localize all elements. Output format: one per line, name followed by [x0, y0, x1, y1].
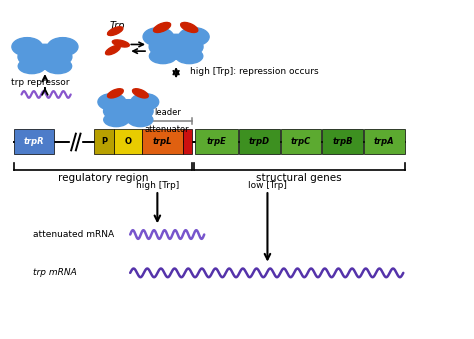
Text: Trp: Trp — [110, 21, 125, 31]
Ellipse shape — [106, 45, 120, 55]
Text: trpB: trpB — [332, 138, 353, 146]
Text: low [Trp]: low [Trp] — [248, 180, 287, 190]
Ellipse shape — [108, 27, 123, 36]
Ellipse shape — [179, 27, 209, 46]
FancyBboxPatch shape — [15, 129, 55, 155]
FancyBboxPatch shape — [183, 129, 192, 155]
Ellipse shape — [128, 113, 153, 127]
Ellipse shape — [143, 27, 173, 46]
Text: leader: leader — [154, 108, 181, 117]
Ellipse shape — [18, 44, 72, 69]
Ellipse shape — [18, 59, 46, 74]
FancyBboxPatch shape — [364, 129, 405, 155]
Ellipse shape — [176, 48, 203, 64]
Ellipse shape — [108, 89, 123, 98]
Ellipse shape — [104, 113, 129, 127]
Text: trpR: trpR — [24, 138, 45, 146]
Text: trpE: trpE — [207, 138, 226, 146]
Text: P: P — [101, 138, 107, 146]
FancyBboxPatch shape — [195, 129, 238, 155]
Text: trpC: trpC — [291, 138, 311, 146]
Text: attenuator: attenuator — [145, 125, 190, 134]
Text: trp mRNA: trp mRNA — [33, 268, 77, 277]
Ellipse shape — [103, 100, 153, 123]
Text: attenuated mRNA: attenuated mRNA — [33, 230, 114, 239]
Ellipse shape — [181, 22, 198, 33]
FancyBboxPatch shape — [239, 129, 280, 155]
Ellipse shape — [45, 59, 72, 74]
Ellipse shape — [149, 48, 177, 64]
Ellipse shape — [133, 89, 148, 98]
FancyBboxPatch shape — [142, 129, 183, 155]
FancyBboxPatch shape — [322, 129, 363, 155]
Text: trpD: trpD — [249, 138, 270, 146]
Text: regulatory region: regulatory region — [58, 173, 149, 183]
Ellipse shape — [149, 34, 203, 59]
Ellipse shape — [112, 40, 129, 47]
Ellipse shape — [98, 94, 126, 111]
Ellipse shape — [47, 38, 78, 56]
Text: structural genes: structural genes — [256, 173, 342, 183]
Text: trpL: trpL — [153, 138, 172, 146]
Text: high [Trp]: high [Trp] — [136, 180, 179, 190]
FancyBboxPatch shape — [281, 129, 321, 155]
Text: trp repressor: trp repressor — [11, 78, 70, 87]
Ellipse shape — [154, 22, 171, 33]
FancyBboxPatch shape — [94, 129, 114, 155]
Text: O: O — [124, 138, 131, 146]
FancyBboxPatch shape — [114, 129, 142, 155]
Ellipse shape — [131, 94, 159, 111]
Text: high [Trp]: repression occurs: high [Trp]: repression occurs — [190, 67, 319, 76]
Ellipse shape — [12, 38, 42, 56]
Text: trpA: trpA — [374, 138, 395, 146]
